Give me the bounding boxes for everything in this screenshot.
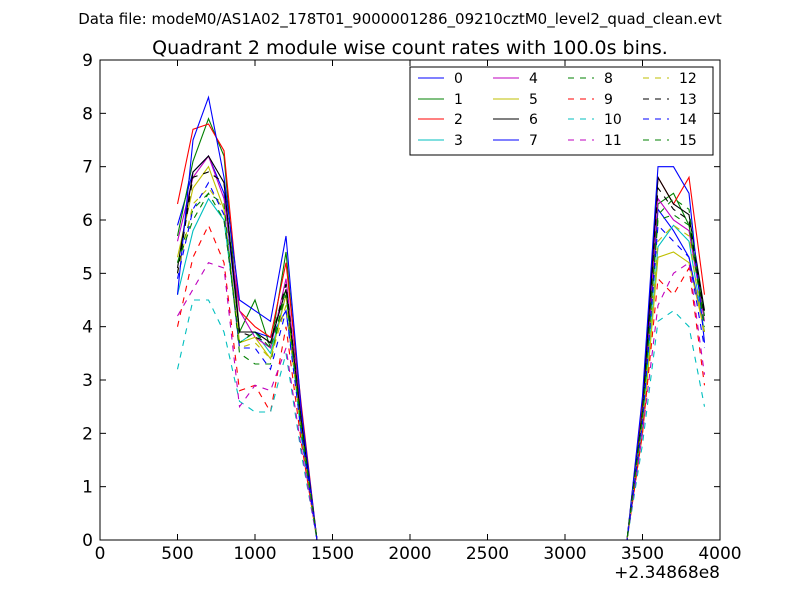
legend-label-4: 4 bbox=[529, 71, 538, 87]
x-tick-label: 1000 bbox=[233, 544, 276, 564]
legend-label-8: 8 bbox=[604, 71, 613, 87]
legend-label-9: 9 bbox=[604, 92, 613, 108]
series-line-12 bbox=[176, 187, 706, 541]
legend-label-2: 2 bbox=[454, 112, 463, 128]
x-axis: 0 500 1000 1500 2000 2500 3000 3500 4000 bbox=[95, 60, 742, 564]
y-tick-label: 4 bbox=[82, 318, 93, 338]
legend-label-1: 1 bbox=[454, 92, 463, 108]
legend-label-7: 7 bbox=[529, 133, 538, 149]
legend-frame bbox=[409, 66, 714, 156]
y-tick-label: 1 bbox=[82, 478, 93, 498]
legend-label-0: 0 bbox=[454, 71, 463, 87]
chart-title: Quadrant 2 module wise count rates with … bbox=[152, 37, 668, 59]
x-tick-label: 2000 bbox=[388, 544, 431, 564]
series-line-13 bbox=[176, 171, 706, 541]
legend-label-11: 11 bbox=[604, 133, 622, 149]
series-line-15 bbox=[176, 192, 706, 541]
legend-label-10: 10 bbox=[604, 112, 622, 128]
y-tick-label: 5 bbox=[82, 264, 93, 284]
chart-suptitle: Data file: modeM0/AS1A02_178T01_90000012… bbox=[78, 10, 722, 29]
y-tick-label: 9 bbox=[82, 51, 93, 71]
y-tick-label: 7 bbox=[82, 158, 93, 178]
legend-label-12: 12 bbox=[679, 71, 697, 87]
x-tick-label: 3500 bbox=[621, 544, 664, 564]
x-tick-label: 500 bbox=[161, 544, 193, 564]
y-tick-label: 8 bbox=[82, 104, 93, 124]
x-tick-label: 1500 bbox=[311, 544, 354, 564]
x-tick-label: 2500 bbox=[466, 544, 509, 564]
legend-label-13: 13 bbox=[679, 92, 697, 108]
series-line-9 bbox=[176, 223, 706, 541]
legend-label-5: 5 bbox=[529, 92, 538, 108]
legend-label-14: 14 bbox=[679, 112, 697, 128]
legend-label-15: 15 bbox=[679, 133, 697, 149]
x-tick-label: 4000 bbox=[698, 544, 741, 564]
series-line-11 bbox=[177, 261, 706, 541]
series-layer bbox=[176, 95, 706, 541]
y-tick-label: 6 bbox=[82, 211, 93, 231]
x-offset-label: +2.34868e8 bbox=[614, 563, 720, 583]
x-tick-label: 3000 bbox=[543, 544, 586, 564]
series-line-7 bbox=[176, 95, 706, 541]
y-tick-label: 0 bbox=[82, 531, 93, 551]
x-tick-label: 0 bbox=[95, 544, 106, 564]
y-tick-label: 3 bbox=[82, 371, 93, 391]
series-line-6 bbox=[176, 155, 706, 541]
legend-label-3: 3 bbox=[454, 133, 463, 149]
y-tick-label: 2 bbox=[82, 424, 93, 444]
legend-label-6: 6 bbox=[529, 112, 538, 128]
